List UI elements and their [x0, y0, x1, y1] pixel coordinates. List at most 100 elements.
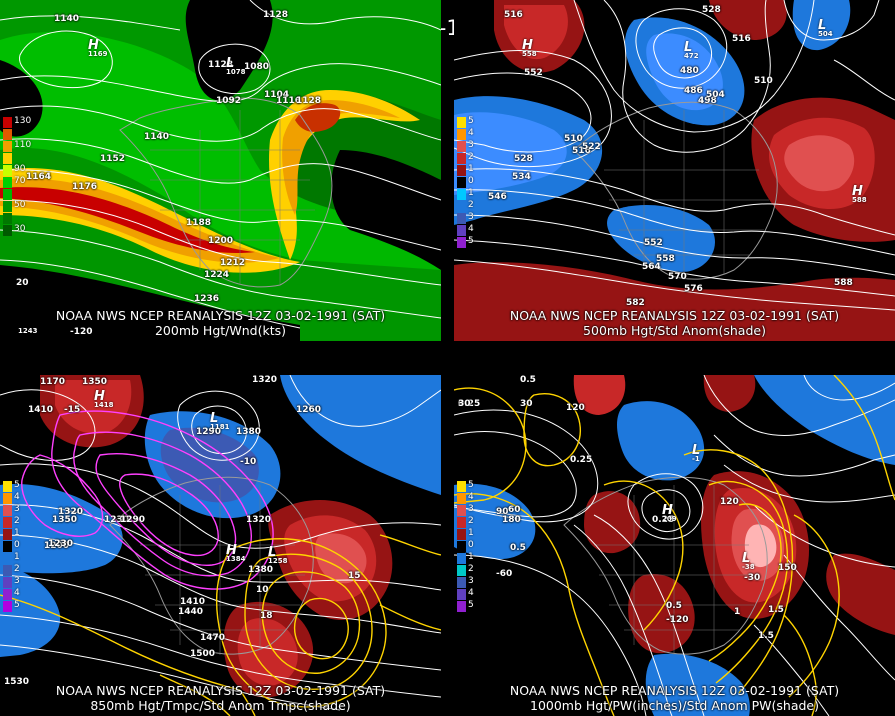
contour-label: 120	[720, 497, 739, 507]
low-pressure-marker: L 1181	[210, 411, 230, 431]
contour-label: 1290	[120, 515, 146, 525]
contour-label: 510	[754, 76, 773, 86]
legend-label: 4	[468, 588, 474, 598]
contour-label: -120	[666, 615, 689, 625]
legend-swatch: 90	[3, 164, 25, 176]
contour-label: -10	[240, 457, 257, 467]
legend-label: 1	[468, 188, 474, 198]
legend-label: 2	[468, 200, 474, 210]
contour-label: 18	[260, 611, 273, 621]
legend-label: 5	[14, 480, 20, 490]
contour-label: 1080	[244, 62, 270, 72]
low-pressure-marker: L 504	[818, 18, 833, 38]
legend-swatch: 4	[457, 128, 474, 140]
legend-label: 4	[14, 588, 20, 598]
contour-label: 1200	[208, 236, 234, 246]
legend-label: 3	[468, 504, 474, 514]
contour-label: 1350	[52, 515, 78, 525]
contour-label: 0.5	[510, 543, 526, 553]
legend-label: 130	[14, 116, 32, 126]
legend-label: 4	[468, 224, 474, 234]
legend-swatch: 1	[3, 528, 20, 540]
contour-label: 30	[520, 399, 533, 409]
legend-swatch: 0	[3, 540, 20, 552]
contour-label: 20	[16, 278, 29, 288]
contour-label: 1128	[208, 60, 234, 70]
legend-label: 50	[14, 200, 26, 210]
contour-label: 1410	[28, 405, 54, 415]
contour-label: 0.25	[458, 399, 481, 409]
panel-1000mb-caption-field: 1000mb Hgt/PW(inches)/Std Anom PW(shade)	[530, 698, 819, 713]
contour-label: 90	[496, 507, 509, 517]
contour-label: 546	[488, 192, 507, 202]
legend-swatch: 30	[3, 224, 25, 236]
legend-label: 4	[468, 492, 474, 502]
contour-label: 0	[520, 375, 527, 385]
contour-label: 1290	[196, 427, 222, 437]
legend-label: 30	[14, 224, 26, 234]
contour-label: 588	[834, 278, 853, 288]
legend-swatch: 4	[3, 588, 20, 600]
contour-label: 1128	[263, 10, 289, 20]
contour-label: 1236	[194, 294, 220, 304]
legend-swatch: 130	[3, 116, 31, 128]
contour-label: 1092	[216, 96, 242, 106]
legend-swatch: 0	[457, 176, 474, 188]
contour-label: 1470	[200, 633, 226, 643]
legend-label: 2	[14, 516, 20, 526]
legend-swatch: 5	[457, 480, 474, 492]
legend-swatch: 2	[457, 564, 474, 576]
legend-label: 2	[468, 152, 474, 162]
contour-label: 576	[684, 284, 703, 294]
legend-swatch: 3	[3, 504, 20, 516]
contour-label: 480	[680, 66, 699, 76]
legend-label: 3	[468, 212, 474, 222]
contour-label: 1500	[190, 649, 216, 659]
contour-label: 516	[732, 34, 751, 44]
legend-label: 5	[468, 116, 474, 126]
contour-label: 1170	[40, 377, 66, 387]
legend-swatch: 5	[457, 600, 474, 612]
contour-label: 564	[642, 262, 661, 272]
high-pressure-marker: H 1418	[94, 389, 114, 409]
panel-200mb-map	[0, 0, 441, 341]
extra-label: 1243	[18, 327, 38, 335]
panel-1000mb-caption-source: NOAA NWS NCEP REANALYSIS 12Z 03-02-1991 …	[509, 683, 840, 698]
contour-label: 528	[702, 5, 721, 15]
legend-swatch: 2	[3, 564, 20, 576]
legend-swatch: 2	[457, 200, 474, 212]
legend-swatch: 50	[3, 200, 25, 212]
low-pressure-marker: L -1	[692, 443, 701, 463]
legend-swatch: 110	[3, 140, 31, 152]
legend-swatch: 5	[3, 480, 20, 492]
legend-label: 5	[14, 600, 20, 610]
legend-swatch	[3, 189, 12, 200]
legend-label: 3	[14, 576, 20, 586]
contour-label: 570	[668, 272, 687, 282]
high-pressure-marker: H 1384	[226, 543, 246, 563]
contour-label: 0.5	[520, 375, 536, 385]
contour-label: 528	[514, 154, 533, 164]
legend-swatch: 3	[457, 504, 474, 516]
contour-label: 1260	[296, 405, 322, 415]
contour-label: 150	[778, 563, 797, 573]
contour-label: 1188	[186, 218, 212, 228]
high-pressure-marker: H 588	[852, 184, 867, 204]
legend-swatch: 4	[457, 492, 474, 504]
contour-label: 1104	[264, 90, 290, 100]
legend-label: 2	[468, 564, 474, 574]
legend-label: 110	[14, 140, 32, 150]
contour-label: 1350	[82, 377, 108, 387]
contour-label: 180	[502, 515, 521, 525]
panel-1000mb-legend: 5 4 3 2 1 0 1 2 3 4 5	[457, 480, 487, 613]
contour-label: 1410	[180, 597, 206, 607]
legend-swatch: 70	[3, 176, 25, 188]
contour-label: 1230	[48, 539, 74, 549]
panel-200mb-caption-field: 200mb Hgt/Wnd(kts)	[154, 323, 286, 338]
legend-label: 3	[14, 504, 20, 514]
contour-label: 582	[626, 298, 645, 308]
legend-label: 5	[468, 236, 474, 246]
contour-label: 1152	[100, 154, 126, 164]
contour-label: -15	[64, 405, 81, 415]
contour-label: 1	[734, 607, 741, 617]
